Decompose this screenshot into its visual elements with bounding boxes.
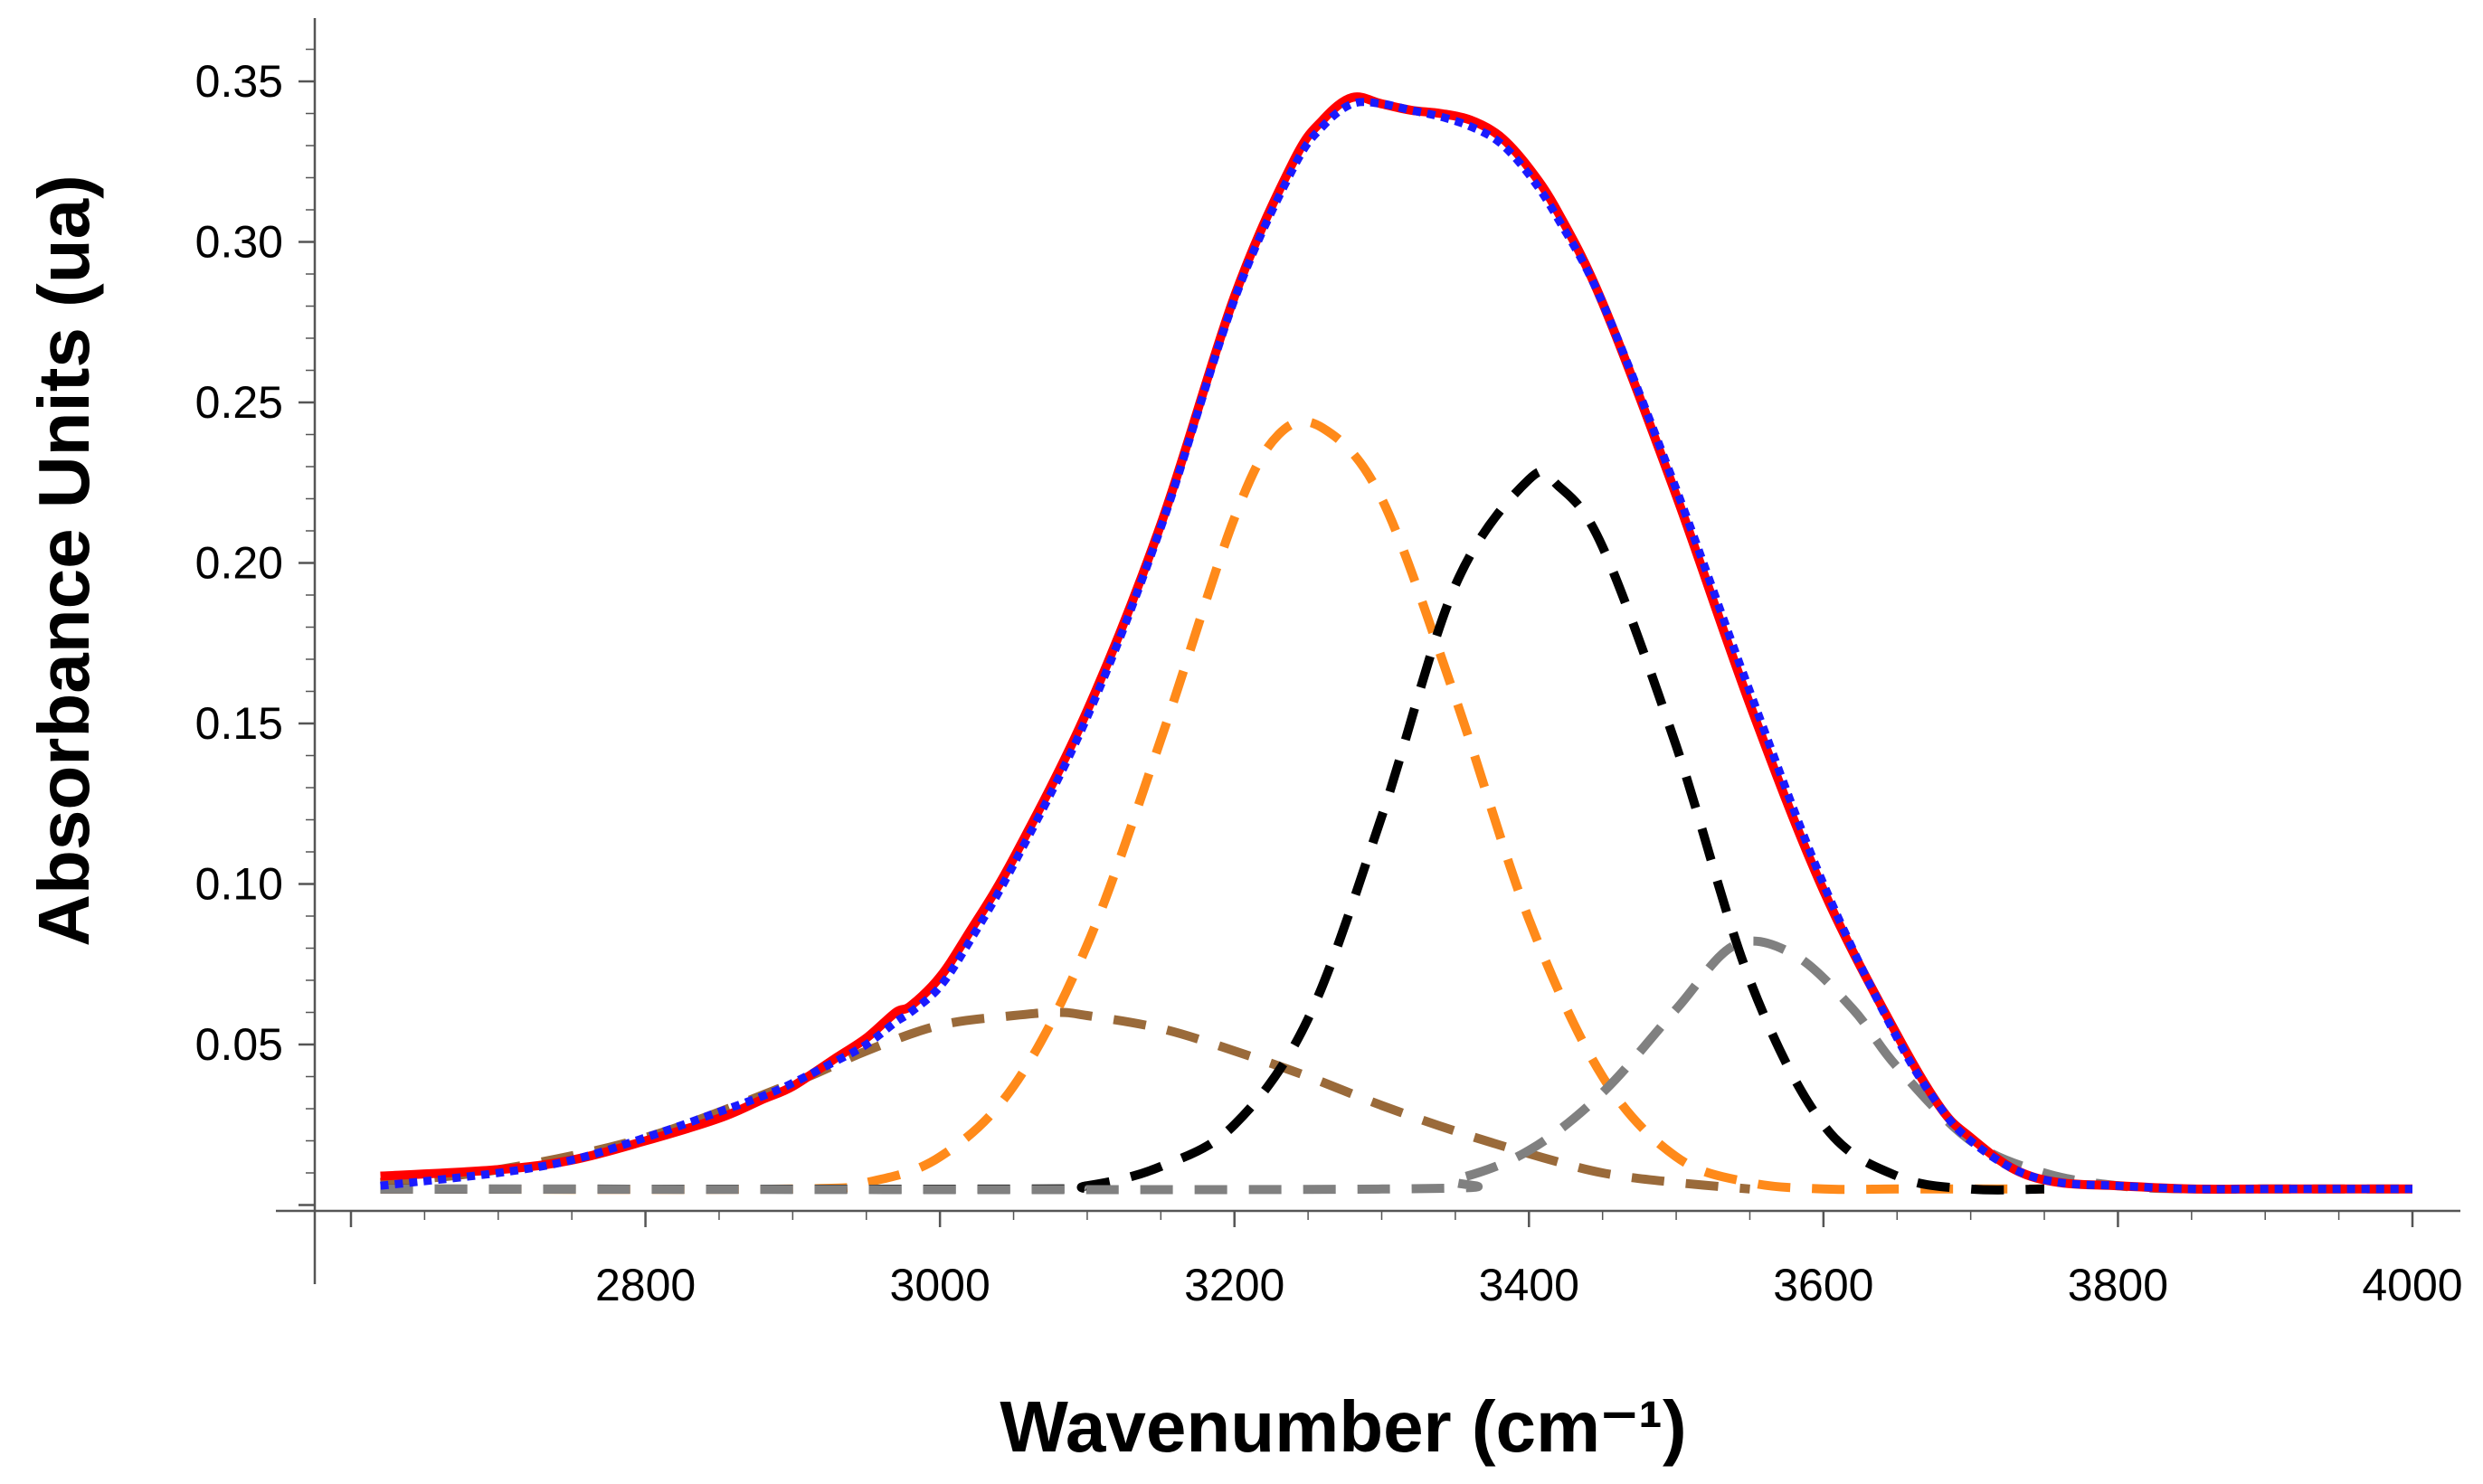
series-line-6 — [380, 936, 2412, 1195]
x-tick-label: 2800 — [595, 1260, 696, 1310]
chart-ticks: 0.05 0.10 0.15 0.20 0.25 0.30 0.35 2800 3000 3200… — [195, 48, 2463, 1310]
y-tick-label: 0.10 — [195, 859, 283, 910]
y-tick-label: 0.05 — [195, 1019, 283, 1070]
y-tick-label: 0.30 — [195, 217, 283, 268]
y-axis-title: Absorbance Units (ua) — [24, 175, 104, 946]
chart-series-layer — [380, 92, 2412, 1195]
x-axis-title: Wavenumber (cm⁻¹) — [1000, 1386, 1686, 1467]
chart-axes — [276, 18, 2460, 1284]
y-tick-label: 0.35 — [195, 56, 283, 107]
x-tick-label: 3000 — [890, 1260, 990, 1310]
x-tick-label: 3800 — [2068, 1260, 2168, 1310]
y-tick-label: 0.20 — [195, 538, 283, 589]
y-tick-label: 0.25 — [195, 377, 283, 428]
series-line-3 — [380, 1007, 1750, 1194]
x-tick-label: 3200 — [1184, 1260, 1284, 1310]
x-tick-label: 4000 — [2362, 1260, 2462, 1310]
x-tick-label: 3400 — [1479, 1260, 1579, 1310]
series-line-1 — [380, 92, 2412, 1195]
y-tick-label: 0.15 — [195, 698, 283, 749]
series-line-5 — [380, 467, 2045, 1195]
series-line-4 — [380, 417, 2044, 1195]
x-tick-label: 3600 — [1773, 1260, 1873, 1310]
series-line-2 — [380, 98, 2412, 1194]
